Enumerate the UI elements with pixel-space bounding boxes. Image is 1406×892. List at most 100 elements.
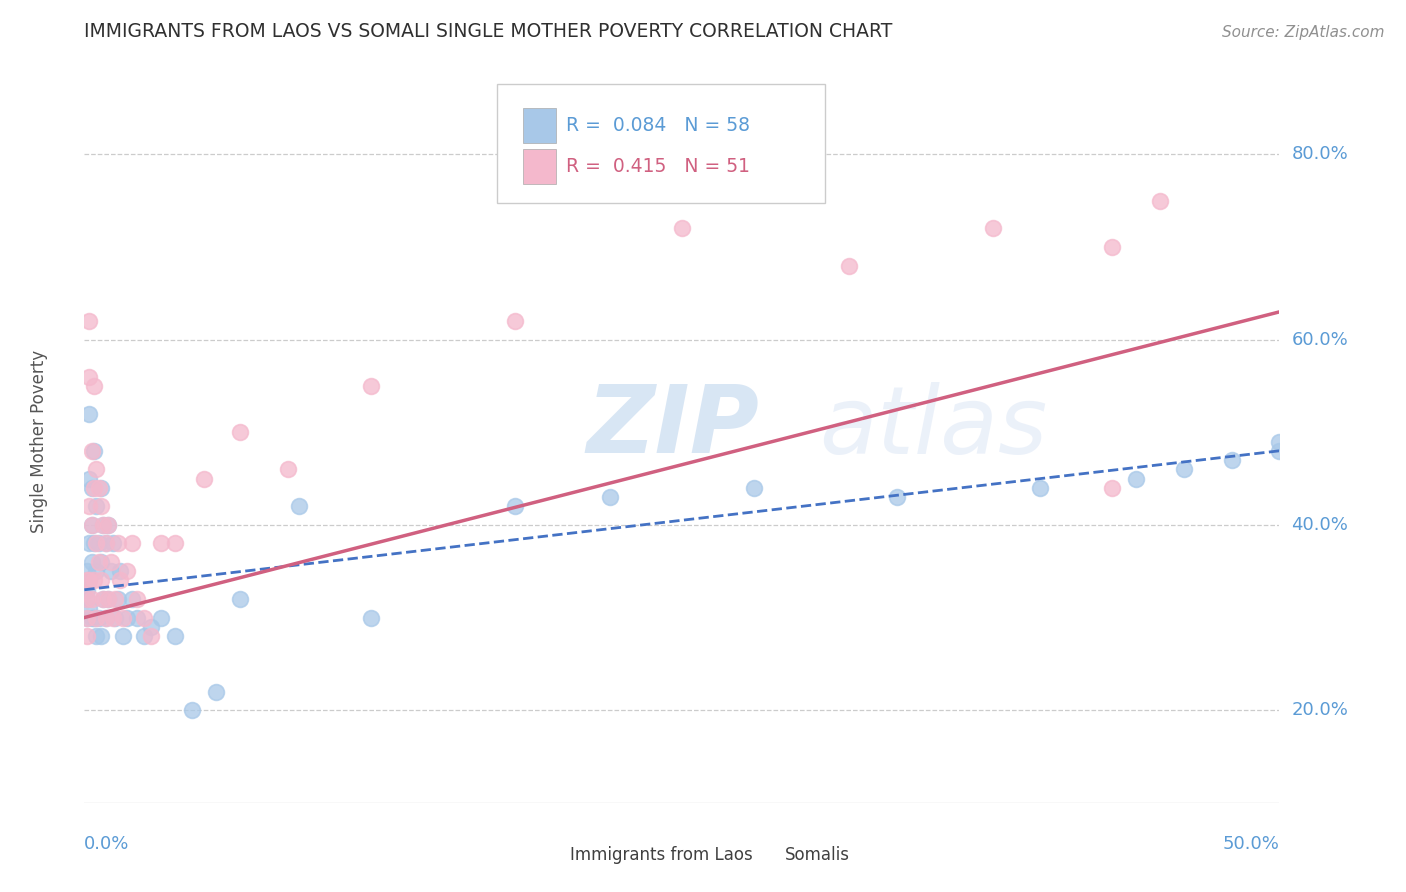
Point — [83, 610, 105, 624]
Point — [111, 610, 134, 624]
Point — [83, 481, 105, 495]
Point — [93, 517, 115, 532]
Point — [93, 592, 115, 607]
Point — [141, 629, 163, 643]
Point — [80, 592, 103, 607]
Text: Immigrants from Laos: Immigrants from Laos — [569, 846, 752, 863]
Point — [1173, 462, 1195, 476]
Point — [110, 574, 132, 588]
Point — [76, 582, 98, 597]
Point — [94, 536, 117, 550]
Point — [93, 517, 115, 532]
Point — [86, 610, 108, 624]
Bar — [523, 109, 557, 143]
Point — [981, 221, 1004, 235]
Point — [141, 620, 163, 634]
Point — [97, 592, 120, 607]
Point — [181, 703, 204, 717]
Point — [121, 592, 143, 607]
Point — [104, 592, 127, 607]
Text: 20.0%: 20.0% — [1292, 701, 1348, 719]
Text: ZIP: ZIP — [586, 381, 759, 473]
Point — [76, 610, 98, 624]
Point — [77, 369, 100, 384]
Point — [1149, 194, 1171, 208]
Point — [80, 610, 103, 624]
Point — [93, 592, 115, 607]
Text: IMMIGRANTS FROM LAOS VS SOMALI SINGLE MOTHER POVERTY CORRELATION CHART: IMMIGRANTS FROM LAOS VS SOMALI SINGLE MO… — [84, 21, 893, 40]
Point — [76, 592, 98, 607]
Bar — [533, 847, 562, 863]
Point — [76, 610, 98, 624]
Point — [101, 610, 124, 624]
Point — [94, 610, 117, 624]
Text: 50.0%: 50.0% — [1223, 835, 1279, 854]
Point — [83, 536, 105, 550]
Point — [83, 574, 105, 588]
Point — [1029, 481, 1052, 495]
Point — [77, 536, 100, 550]
Point — [104, 610, 127, 624]
Point — [94, 610, 117, 624]
Point — [1220, 453, 1243, 467]
Point — [838, 259, 860, 273]
Point — [360, 610, 382, 624]
Point — [97, 517, 120, 532]
Point — [165, 536, 187, 550]
Point — [86, 629, 108, 643]
Point — [107, 592, 129, 607]
Point — [101, 536, 124, 550]
Point — [90, 481, 112, 495]
Point — [77, 472, 100, 486]
Point — [80, 555, 103, 569]
Point — [1268, 443, 1291, 458]
Point — [125, 610, 148, 624]
Point — [886, 490, 908, 504]
Point — [94, 536, 117, 550]
Text: 60.0%: 60.0% — [1292, 331, 1348, 349]
Text: Source: ZipAtlas.com: Source: ZipAtlas.com — [1222, 25, 1385, 40]
Text: R =  0.415   N = 51: R = 0.415 N = 51 — [567, 157, 749, 176]
Point — [97, 592, 120, 607]
Point — [288, 500, 311, 514]
Point — [90, 555, 112, 569]
Point — [90, 574, 112, 588]
Point — [76, 574, 98, 588]
Point — [80, 481, 103, 495]
Point — [80, 517, 103, 532]
Point — [503, 314, 526, 328]
Point — [149, 536, 172, 550]
Point — [80, 517, 103, 532]
Point — [125, 592, 148, 607]
Point — [149, 610, 172, 624]
Point — [83, 443, 105, 458]
Point — [77, 574, 100, 588]
Point — [77, 601, 100, 615]
Point — [599, 490, 621, 504]
Point — [80, 443, 103, 458]
Text: R =  0.084   N = 58: R = 0.084 N = 58 — [567, 116, 749, 136]
FancyBboxPatch shape — [496, 84, 825, 203]
Point — [86, 536, 108, 550]
Point — [117, 610, 139, 624]
Point — [86, 564, 108, 578]
Point — [83, 379, 105, 393]
Point — [77, 500, 100, 514]
Point — [90, 629, 112, 643]
Text: atlas: atlas — [820, 382, 1047, 473]
Point — [110, 564, 132, 578]
Text: Somalis: Somalis — [785, 846, 849, 863]
Point — [360, 379, 382, 393]
Point — [77, 314, 100, 328]
Point — [76, 629, 98, 643]
Point — [76, 564, 98, 578]
Point — [77, 407, 100, 421]
Point — [1101, 240, 1123, 254]
Point — [87, 555, 110, 569]
Bar — [748, 847, 778, 863]
Point — [87, 481, 110, 495]
Point — [277, 462, 299, 476]
Point — [742, 481, 765, 495]
Point — [86, 500, 108, 514]
Bar — [523, 149, 557, 184]
